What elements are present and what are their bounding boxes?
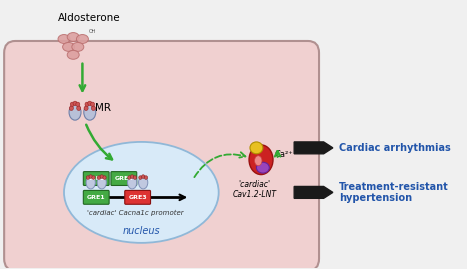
Circle shape <box>86 176 90 179</box>
Text: GRE2: GRE2 <box>114 176 133 181</box>
Circle shape <box>103 176 106 179</box>
Ellipse shape <box>250 142 263 154</box>
Circle shape <box>133 176 136 179</box>
Ellipse shape <box>64 142 219 243</box>
Text: Cardiac arrhythmias: Cardiac arrhythmias <box>340 143 451 153</box>
Ellipse shape <box>139 176 148 189</box>
Circle shape <box>97 176 101 179</box>
Circle shape <box>91 102 94 107</box>
Ellipse shape <box>255 156 262 166</box>
Ellipse shape <box>63 43 75 51</box>
FancyBboxPatch shape <box>125 190 150 204</box>
Circle shape <box>84 106 88 111</box>
Circle shape <box>139 176 142 179</box>
Text: Ca²⁺: Ca²⁺ <box>275 150 294 159</box>
Circle shape <box>77 106 81 111</box>
Ellipse shape <box>97 176 106 189</box>
Ellipse shape <box>256 162 269 173</box>
Circle shape <box>130 175 134 178</box>
FancyBboxPatch shape <box>4 41 319 269</box>
Ellipse shape <box>84 104 96 120</box>
Circle shape <box>100 175 103 178</box>
Circle shape <box>76 102 80 107</box>
FancyBboxPatch shape <box>83 190 109 204</box>
Circle shape <box>89 175 92 178</box>
Circle shape <box>70 102 74 107</box>
Text: GRE3: GRE3 <box>128 195 147 200</box>
Text: 'cardiac' Cacna1c promoter: 'cardiac' Cacna1c promoter <box>86 210 183 216</box>
Circle shape <box>69 106 73 111</box>
Ellipse shape <box>249 145 273 175</box>
FancyBboxPatch shape <box>83 172 109 185</box>
Text: Treatment-resistant
hypertension: Treatment-resistant hypertension <box>340 182 449 203</box>
Circle shape <box>92 106 95 111</box>
Ellipse shape <box>67 33 79 41</box>
Text: nucleus: nucleus <box>122 226 160 236</box>
Text: Aldosterone: Aldosterone <box>57 13 120 23</box>
Text: OH: OH <box>89 29 96 34</box>
Ellipse shape <box>67 50 79 59</box>
Ellipse shape <box>86 176 95 189</box>
Circle shape <box>85 102 89 107</box>
Ellipse shape <box>72 43 84 51</box>
FancyArrow shape <box>294 186 333 198</box>
Ellipse shape <box>77 34 88 44</box>
Ellipse shape <box>58 34 70 44</box>
Circle shape <box>73 101 77 105</box>
FancyArrow shape <box>294 142 333 154</box>
Text: 'cardiac'
Cav1.2-LNT: 'cardiac' Cav1.2-LNT <box>233 179 276 199</box>
Text: GRE1: GRE1 <box>87 195 106 200</box>
Circle shape <box>88 101 92 105</box>
Ellipse shape <box>69 104 81 120</box>
Circle shape <box>142 175 145 178</box>
Circle shape <box>92 176 95 179</box>
Ellipse shape <box>127 176 137 189</box>
Circle shape <box>127 176 131 179</box>
Text: MR: MR <box>95 103 111 113</box>
Text: nGRE: nGRE <box>87 176 106 181</box>
FancyBboxPatch shape <box>111 172 137 185</box>
Circle shape <box>144 176 148 179</box>
